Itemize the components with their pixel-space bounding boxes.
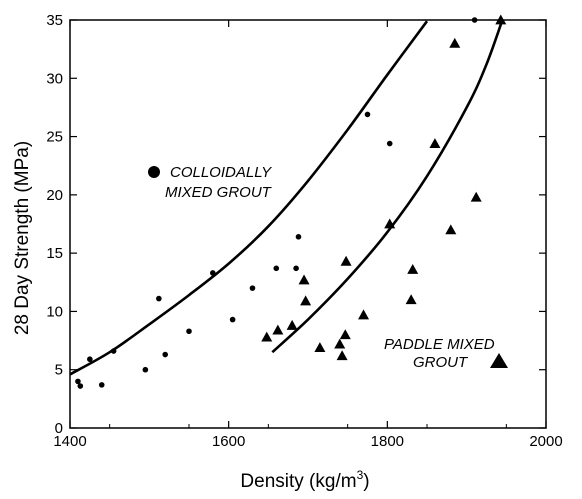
paddle-point [286, 319, 298, 330]
x-tick-label: 2000 [529, 433, 562, 450]
paddle-point [495, 14, 507, 25]
x-axis-title: Density (kg/m3) [240, 468, 369, 492]
colloidal-point [364, 111, 371, 118]
y-tick-label: 30 [46, 70, 63, 87]
y-axis-title: 28 Day Strength (MPa) [12, 141, 33, 335]
y-tick-label: 10 [46, 303, 63, 320]
x-tick-label: 1600 [212, 433, 245, 450]
colloidal-point [98, 382, 105, 388]
x-axis-title-main: Density (kg/m [240, 471, 356, 492]
colloidal-point [162, 351, 168, 358]
fit-curves [69, 19, 504, 376]
colloidal-point [186, 328, 192, 335]
paddle-point [405, 294, 417, 305]
colloidal-point [273, 265, 280, 272]
colloidal-point [142, 366, 149, 373]
paddle-point [300, 295, 312, 306]
colloidal-point [156, 295, 162, 302]
colloidal-point [386, 140, 393, 147]
paddle-point [429, 138, 441, 148]
plot-frame [69, 19, 547, 429]
paddle-point [340, 255, 352, 266]
x-tick-label: 1400 [53, 433, 86, 450]
y-tick-label: 5 [55, 362, 63, 379]
x-tick-label: 1800 [371, 433, 404, 450]
colloidal-legend-marker [148, 166, 160, 178]
colloidal-fit-curve [69, 20, 429, 376]
paddle-point [336, 350, 348, 361]
colloidal-point [110, 348, 117, 354]
paddle-annotation-line-2: GROUT [413, 354, 469, 371]
paddle-annotation-line-1: PADDLE MIXED [384, 336, 495, 353]
colloidal-point [210, 270, 216, 276]
colloidal-point [77, 383, 84, 389]
series-annotations: COLLOIDALLY MIXED GROUT PADDLE MIXED GRO… [148, 164, 508, 371]
colloidal-point [87, 356, 93, 363]
axes: 1400 1600 1800 2000 0 5 10 15 20 25 30 35 [46, 12, 562, 450]
y-tick-label: 35 [46, 12, 63, 29]
paddle-point [358, 309, 370, 320]
paddle-legend-marker [490, 353, 508, 368]
paddle-point [298, 274, 310, 285]
colloidal-point [295, 234, 302, 240]
colloidal-point [229, 316, 236, 323]
colloidal-annotation-line-1: COLLOIDALLY [170, 164, 272, 181]
paddle-point [272, 324, 284, 335]
paddle-point [470, 191, 482, 202]
colloidal-point [75, 378, 81, 385]
colloidal-point [471, 17, 478, 23]
paddle-point [445, 224, 457, 235]
paddle-point [261, 331, 273, 342]
paddle-point [339, 329, 351, 340]
paddle-point [314, 342, 326, 352]
colloidal-point [293, 265, 299, 272]
colloidal-annotation-line-2: MIXED GROUT [165, 184, 273, 201]
x-axis-title-superscript: 3 [357, 468, 364, 482]
paddle-point [407, 263, 419, 274]
paddle-point [449, 37, 461, 48]
paddle-point [334, 338, 346, 349]
y-tick-label: 25 [46, 129, 63, 146]
paddle-fit-curve [271, 19, 504, 354]
y-tick-label: 0 [55, 420, 63, 437]
colloidal-point [249, 285, 256, 291]
data-points [75, 14, 507, 389]
paddle-point [384, 218, 396, 229]
x-axis-title-close: ) [363, 471, 369, 492]
y-tick-label: 15 [46, 245, 63, 262]
y-tick-label: 20 [46, 187, 63, 204]
